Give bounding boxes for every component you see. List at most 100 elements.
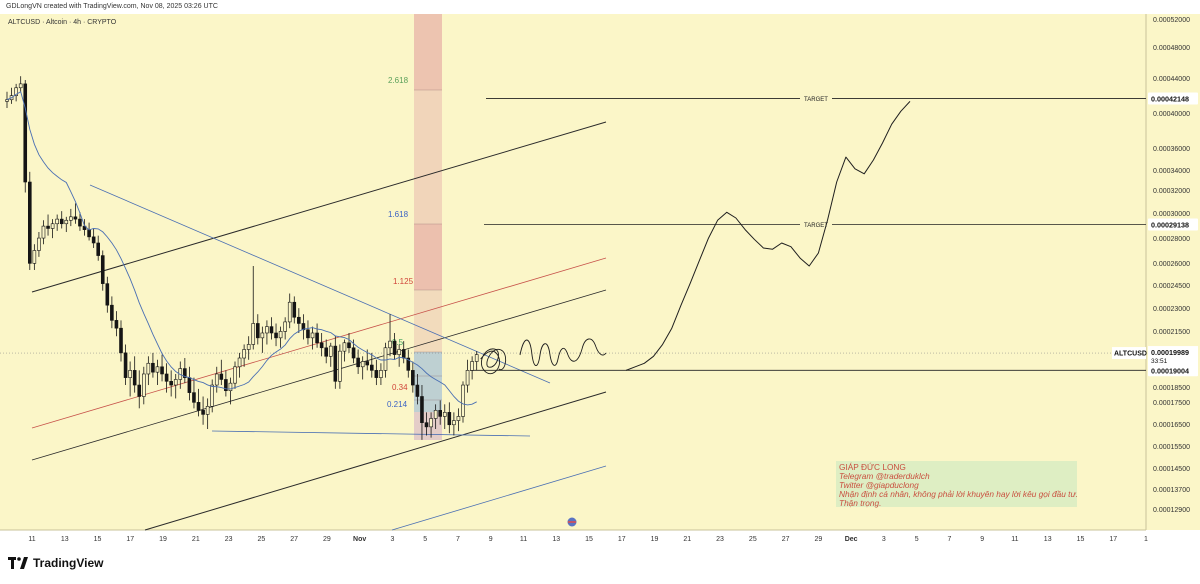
price-tick-label: 0.00036000 [1153,146,1190,153]
candle-body [155,366,160,373]
time-tick-label: 23 [225,536,233,543]
candle-body [32,250,37,264]
annotation-caution: Thận trọng. [839,498,881,508]
candle-body [447,412,452,426]
time-tick-label: 27 [290,536,298,543]
fib-zone-2 [414,224,442,290]
candle-body [128,370,132,378]
candle-body [315,332,319,344]
symbol-label: ALTCUSD · Altcoin · 4h · CRYPTO [8,19,117,26]
time-tick-label: 25 [749,536,757,543]
countdown-tag: 33:51 [1151,358,1168,365]
moving-average-line [6,91,477,406]
fib-label-0.34: 0.34 [392,383,408,392]
price-tick-label: 0.00018500 [1153,385,1190,392]
candle-body [265,326,269,334]
candle-body [347,342,351,349]
candle-body [292,301,297,318]
current-price-tag-bg [1148,346,1198,367]
candle-body [474,354,479,362]
candle-body [187,377,192,393]
time-tick-label: 27 [782,536,790,543]
tradingview-logo-icon [8,557,28,569]
annotation-name: GIÁP ĐỨC LONG [839,462,906,472]
candle-body [219,373,224,380]
candle-body [461,384,465,417]
candle-body [27,181,32,264]
time-tick-label: 25 [257,536,265,543]
time-tick-label: 17 [126,536,134,543]
channel-lower-blue-line [391,465,607,531]
fib-zone-1 [414,90,442,224]
time-tick-label: 21 [192,536,200,543]
time-tick-label: 7 [947,536,951,543]
time-tick-label: 15 [1077,536,1085,543]
projection-wave [519,338,607,366]
fib-zone-4 [414,352,442,412]
candle-body [183,368,187,378]
time-tick-label: 17 [1109,536,1117,543]
candle-body [342,342,347,352]
candle-body [438,410,443,417]
candle-body [392,340,397,355]
fib-label-2.618: 2.618 [388,76,409,85]
target2-price-tag-bg [1148,92,1198,105]
candle-body [210,384,214,407]
candle-body [237,357,242,368]
candle-body [105,283,110,306]
candle-body [87,229,91,238]
candle-body [401,349,406,359]
candle-body [46,225,50,229]
candle-body [41,225,46,239]
channel-upper-line [31,121,607,293]
support-price-tag: 0.00019004 [1151,366,1189,375]
candle-body [465,370,470,386]
time-tick-label: 11 [28,536,35,543]
time-tick-label: 9 [980,536,984,543]
candle-body [310,332,315,339]
candle-body [397,349,401,355]
price-tick-label: 0.00014500 [1153,466,1190,473]
price-tick-label: 0.00021500 [1153,329,1190,336]
candle-body [433,410,438,419]
price-tick-label: 0.00040000 [1153,111,1190,118]
time-tick-label: 13 [61,536,69,543]
candle-body [301,323,306,331]
candle-body [73,216,78,220]
candle-body [333,345,338,382]
fib-zone-0 [414,14,442,90]
candle-body [251,323,256,345]
fib-label-1.125: 1.125 [393,277,414,286]
annotation-telegram: Telegram @traderduklch [839,471,930,481]
candle-body [365,361,370,366]
candle-body [78,218,82,227]
candle-body [424,422,429,428]
candle-body [137,384,142,397]
annotation-disclaimer: Nhận định cá nhân, không phải lời khuyên… [839,489,1078,499]
price-tick-label: 0.00016500 [1153,422,1190,429]
candle-body [151,362,155,373]
candle-body [142,373,146,397]
candle-body [196,402,201,411]
price-tick-label: 0.00026000 [1153,261,1190,268]
price-tick-label: 0.00052000 [1153,17,1190,24]
candle-body [306,329,310,339]
candle-body [146,362,151,375]
tradingview-brand[interactable]: TradingView [8,556,103,570]
candle-body [274,332,278,339]
price-tick-label: 0.00048000 [1153,45,1190,52]
candle-body [429,418,433,428]
price-tick-label: 0.00024500 [1153,283,1190,290]
candle-body [411,370,415,386]
candle-body [383,347,388,371]
price-tick-label: 0.00044000 [1153,76,1190,83]
candle-body [132,370,137,386]
candle-body [14,87,18,97]
time-tick-label: 29 [323,536,331,543]
time-tick-label: 7 [456,536,460,543]
candle-body [23,83,28,183]
time-tick-label: 13 [552,536,560,543]
candle-body [255,323,260,339]
